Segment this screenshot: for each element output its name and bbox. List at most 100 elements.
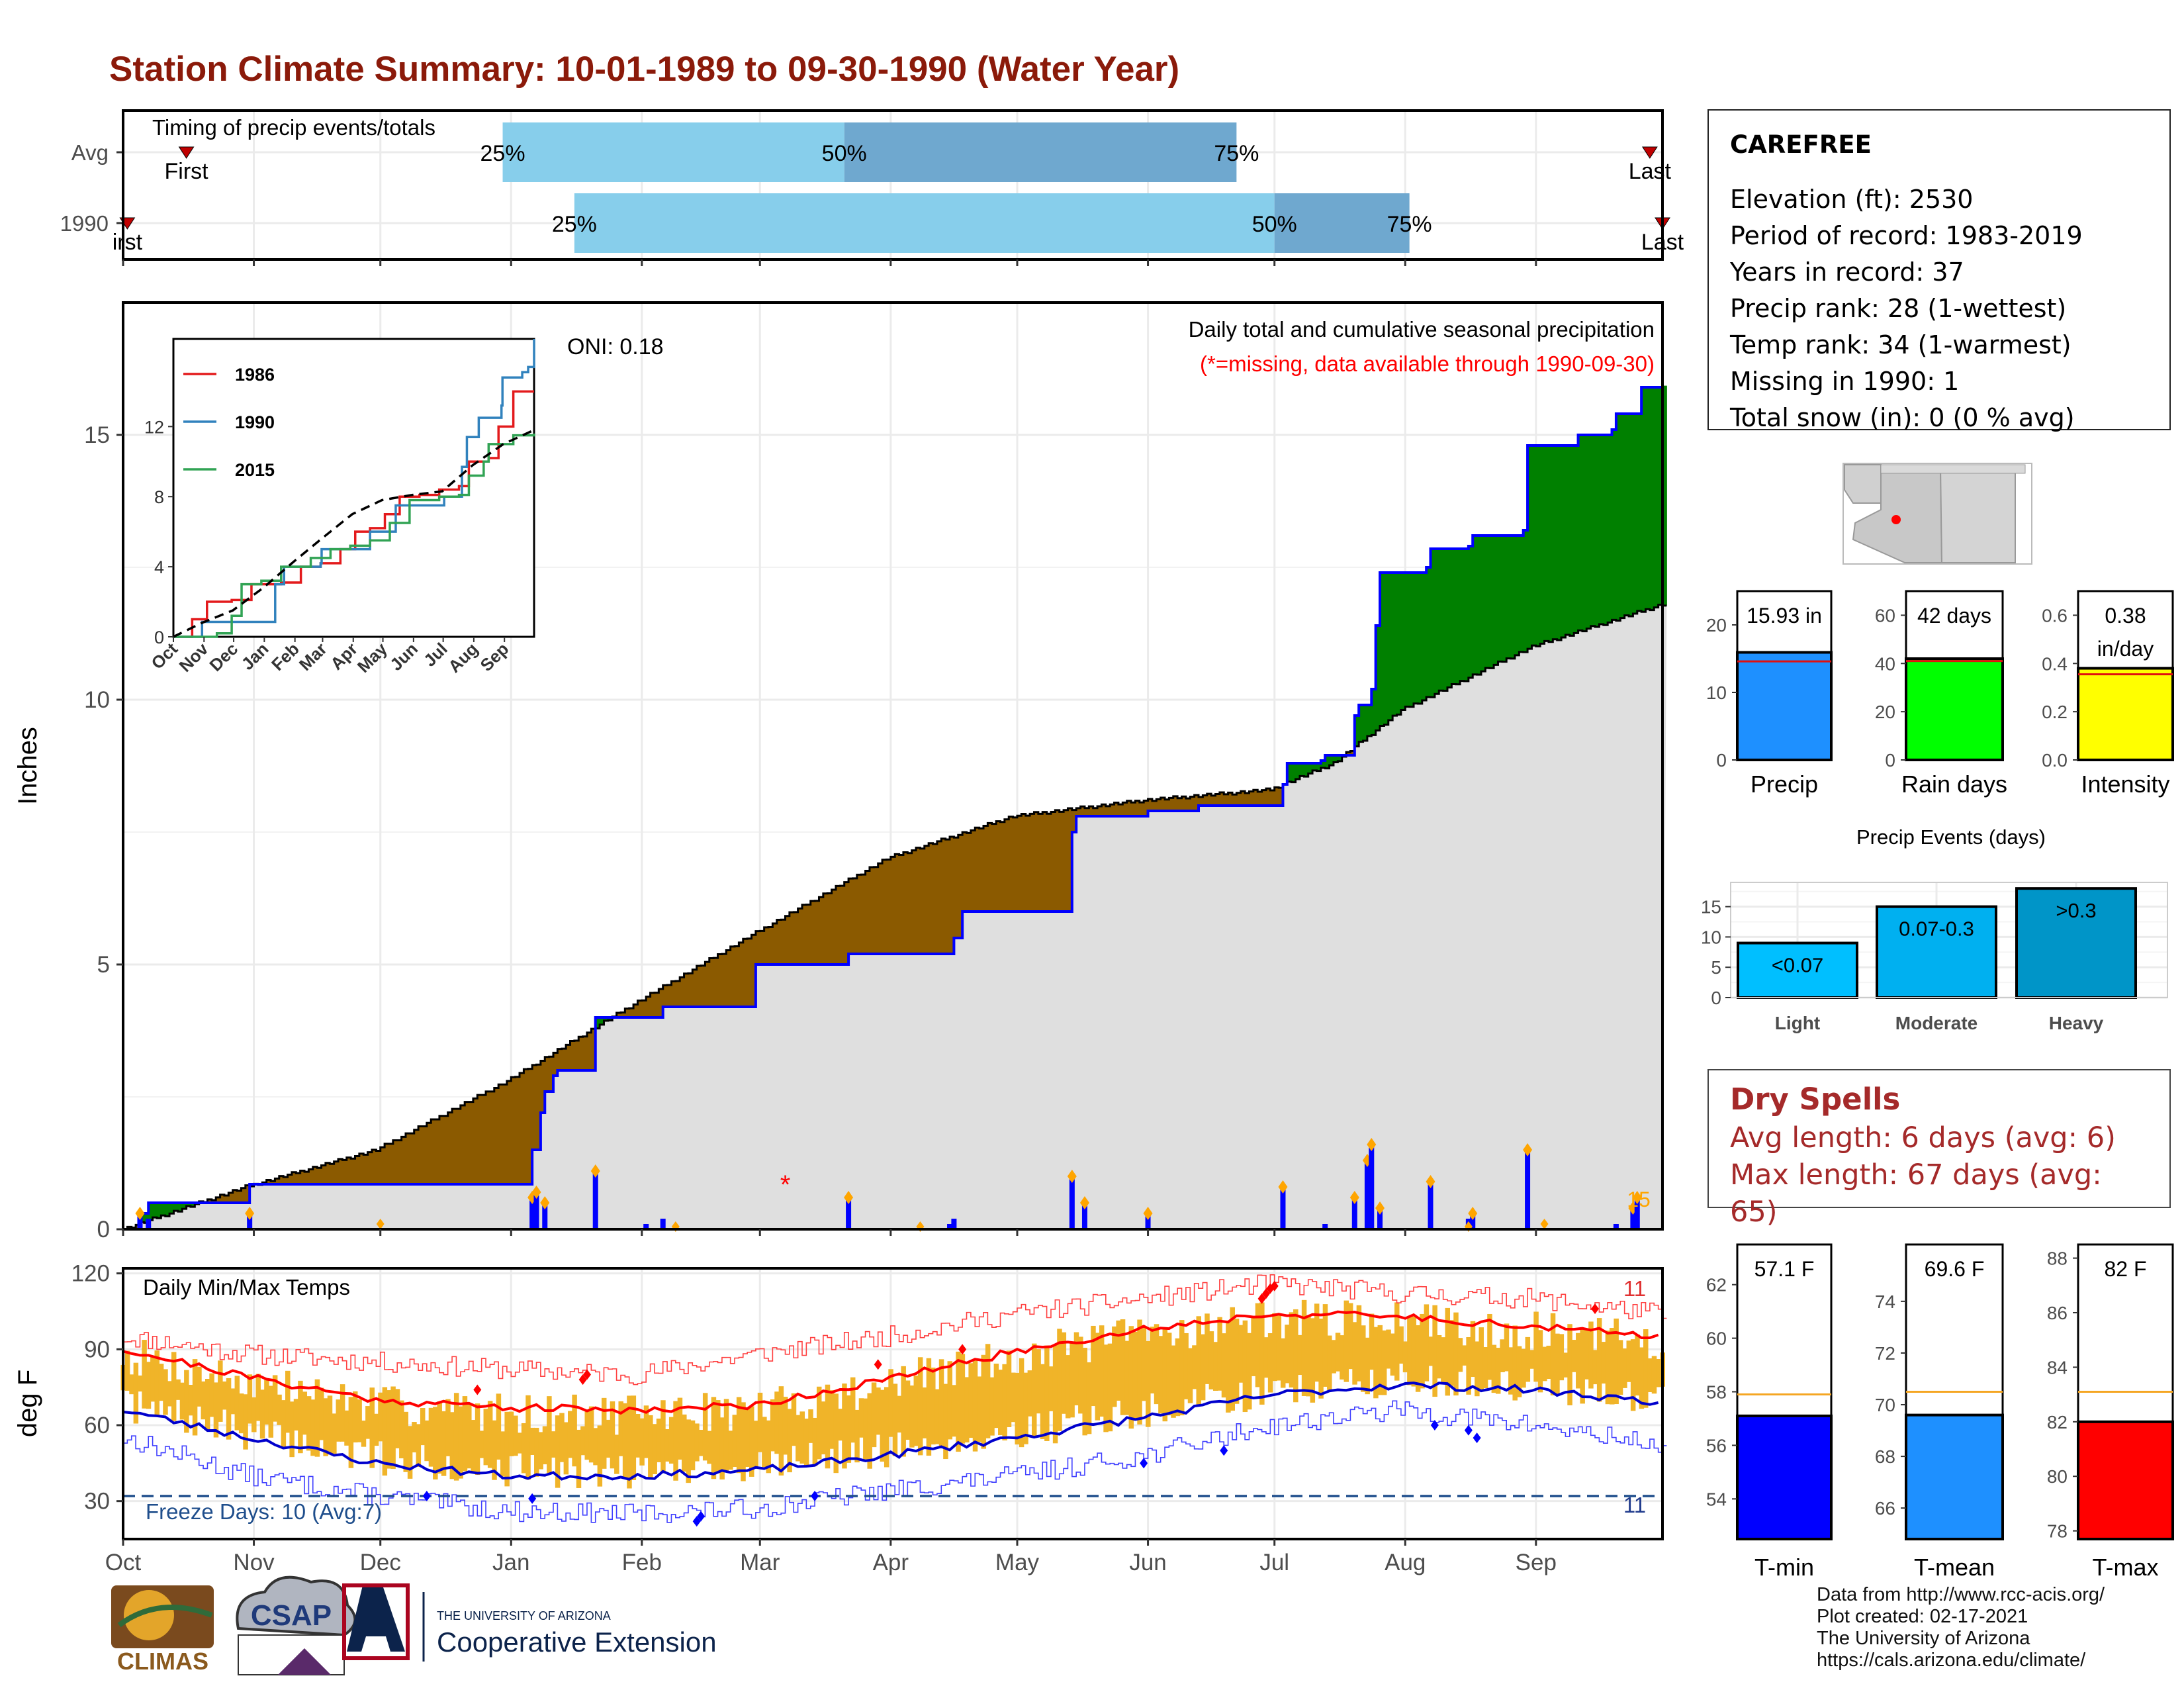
daily-temp-bar — [808, 1409, 813, 1443]
y-tick-label: 120 — [71, 1261, 110, 1287]
daily-temp-bar — [766, 1420, 772, 1474]
daily-temp-bar — [1006, 1350, 1012, 1427]
mini-bar-tick: 40 — [1875, 653, 1895, 674]
daily-precip-bar — [947, 1224, 953, 1229]
daily-temp-bar — [812, 1417, 818, 1466]
month-label: Jan — [492, 1550, 529, 1575]
p25-label: 25% — [552, 212, 597, 237]
daily-temp-bar — [277, 1394, 282, 1425]
csap-wordmark: CSAP — [251, 1599, 332, 1632]
daily-temp-bar — [467, 1405, 472, 1469]
daily-temp-bar — [639, 1418, 645, 1466]
mean-high-line — [122, 1310, 1659, 1415]
daily-temp-bar — [365, 1406, 371, 1439]
daily-temp-bar — [821, 1401, 826, 1455]
daily-temp-bar — [1441, 1337, 1446, 1383]
daily-temp-bar — [660, 1400, 666, 1474]
daily-precip-bar — [1470, 1213, 1476, 1229]
daily-temp-bar — [652, 1424, 657, 1474]
daily-temp-bar — [1394, 1302, 1400, 1381]
inset-chart: 19861990201504812OctNovDecJanFebMarAprMa… — [144, 338, 535, 677]
daily-temp-bar — [1390, 1333, 1396, 1376]
daily-temp-bar — [1065, 1355, 1071, 1419]
daily-temp-bar — [931, 1368, 936, 1445]
daily-temp-bar — [1576, 1333, 1581, 1389]
daily-temp-bar — [897, 1395, 902, 1433]
daily-temp-bar — [441, 1411, 447, 1476]
daily-temp-bar — [1251, 1318, 1256, 1376]
daily-temp-bar — [508, 1411, 514, 1456]
record-high-marker — [874, 1359, 882, 1370]
daily-temp-bar — [247, 1374, 253, 1424]
daily-temp-bar — [614, 1434, 619, 1474]
mini-bar-tick: 58 — [1706, 1382, 1727, 1403]
daily-temp-bar — [833, 1393, 839, 1474]
daily-temp-bar — [1023, 1372, 1028, 1444]
daily-temp-bar — [462, 1396, 468, 1472]
daily-temp-bar — [289, 1401, 295, 1458]
record-high-marker — [958, 1344, 967, 1355]
daily-temp-bar — [778, 1386, 784, 1476]
daily-temp-bar — [1343, 1300, 1349, 1382]
mini-bar-tick: 74 — [1875, 1291, 1895, 1312]
missing-marker: * — [780, 1170, 791, 1199]
inset-series-line — [173, 339, 535, 638]
daily-temp-bar — [348, 1397, 354, 1468]
daily-temp-bar — [188, 1384, 193, 1416]
daily-precip-bar — [1428, 1182, 1433, 1229]
station-line: Period of record: 1983-2019 — [1730, 221, 2083, 250]
legend-label: 1990 — [235, 412, 275, 432]
daily-temp-bar — [867, 1393, 872, 1469]
daily-temp-bar — [281, 1400, 287, 1448]
daily-temp-bar — [782, 1397, 788, 1455]
inset-y-tick: 8 — [154, 487, 164, 507]
timing-bar-late — [844, 122, 1237, 182]
mini-bar-tick: 66 — [1875, 1498, 1895, 1519]
daily-temp-bar — [1352, 1322, 1357, 1385]
daily-temp-bar — [1200, 1334, 1206, 1401]
daily-temp-bar — [403, 1411, 408, 1472]
daily-temp-bar — [1259, 1302, 1265, 1405]
daily-temp-bar — [437, 1401, 442, 1474]
record-low-marker — [1220, 1445, 1228, 1456]
inset-series-line — [173, 433, 535, 638]
daily-temp-bar — [1175, 1338, 1181, 1417]
daily-temp-bar — [913, 1376, 919, 1446]
daily-temp-bar — [327, 1395, 333, 1455]
event-count-label: 15 — [1627, 1188, 1651, 1211]
daily-temp-bar — [1221, 1333, 1227, 1398]
month-label: May — [995, 1550, 1040, 1575]
event-marker — [1468, 1207, 1478, 1220]
daily-temp-bar — [306, 1396, 312, 1451]
daily-temp-bar — [1226, 1320, 1231, 1413]
daily-temp-bar — [850, 1377, 856, 1443]
daily-temp-bar — [736, 1397, 742, 1474]
daily-temp-bar — [871, 1382, 877, 1448]
daily-temp-bar — [1057, 1329, 1062, 1431]
daily-temp-bar — [1128, 1326, 1134, 1429]
daily-temp-bar — [1082, 1348, 1087, 1436]
daily-temp-bar — [243, 1394, 248, 1450]
daily-temp-bar — [449, 1412, 455, 1479]
daily-temp-bar — [407, 1426, 413, 1479]
mini-bar-tick: 68 — [1875, 1446, 1895, 1467]
daily-temp-bar — [719, 1417, 725, 1479]
daily-temp-bar — [1580, 1327, 1585, 1404]
daily-temp-bar — [1584, 1328, 1590, 1380]
y-tick-label: 15 — [84, 422, 110, 448]
daily-temp-bar — [1347, 1303, 1353, 1370]
event-marker — [1523, 1143, 1533, 1156]
mean-low-line — [122, 1382, 1659, 1481]
daily-temp-bar — [1571, 1340, 1577, 1372]
daily-temp-bar — [1217, 1317, 1222, 1391]
daily-temp-bar — [757, 1392, 763, 1452]
daily-temp-bar — [1322, 1304, 1328, 1387]
daily-precip-bar — [1081, 1203, 1087, 1229]
y-tick-label: 0 — [97, 1217, 110, 1243]
deficit-area — [126, 751, 1355, 1229]
daily-temp-bar — [774, 1391, 780, 1454]
daily-temp-bar — [1529, 1350, 1535, 1369]
event-marker — [590, 1164, 600, 1178]
daily-temp-bar — [863, 1398, 868, 1460]
